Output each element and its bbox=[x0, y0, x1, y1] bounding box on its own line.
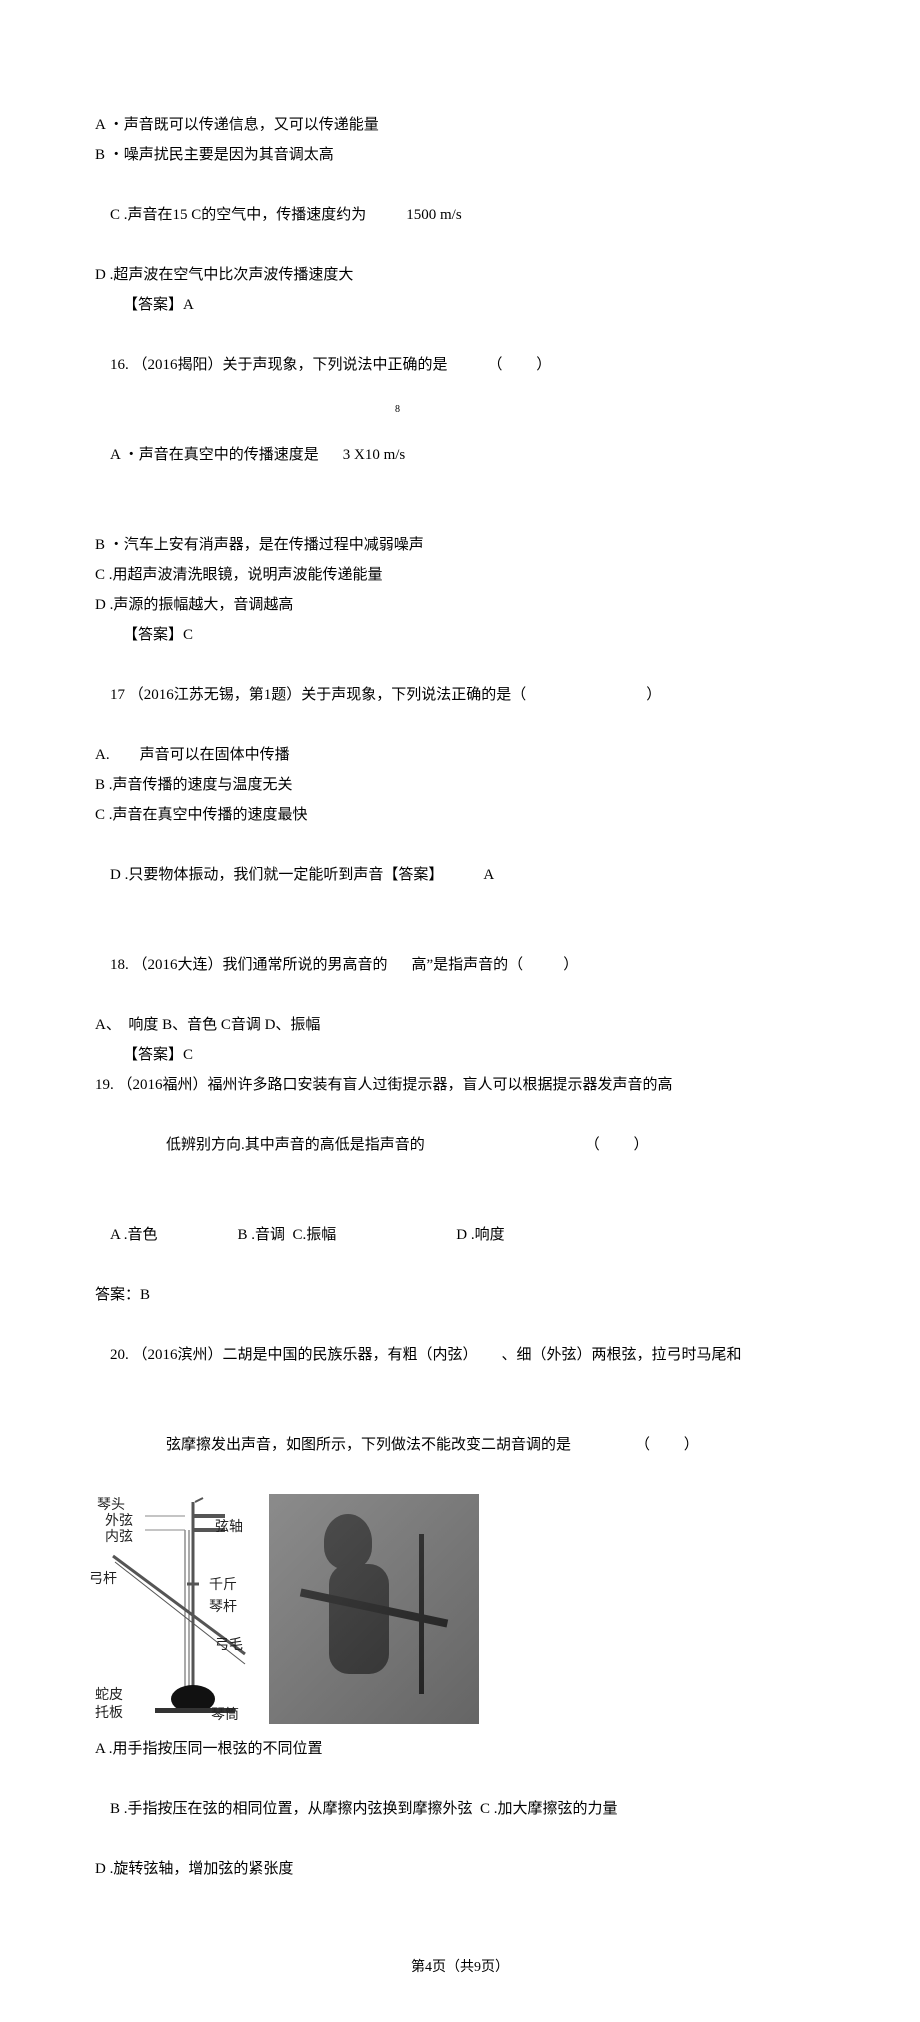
q20-stem-mid: 、细（外弦）两根弦，拉弓时马尾和 bbox=[502, 1347, 742, 1363]
q19-options: A .音色 B .音调 C.振幅 D .响度 bbox=[95, 1190, 825, 1280]
q19-stem-line2: 低辨别方向.其中声音的高低是指声音的 （ ） bbox=[95, 1100, 825, 1190]
q15-option-b: B ・噪声扰民主要是因为其音调太高 bbox=[95, 140, 825, 170]
q19-stem-line1: 19. （2016福州）福州许多路口安装有盲人过街提示器，盲人可以根据提示器发声… bbox=[95, 1070, 825, 1100]
q18-stem-mid: 高”是指声音的（ bbox=[412, 957, 524, 973]
q16-opta-sup: 8 bbox=[395, 400, 400, 420]
q16-opta-text: A ・声音在真空中的传播速度是 bbox=[110, 447, 319, 463]
q20-stem-line2: 弦摩擦发出声音，如图所示，下列做法不能改变二胡音调的是 （ ） bbox=[95, 1400, 825, 1490]
lbl-xianzhou: 弦轴 bbox=[215, 1514, 243, 1542]
lbl-tuoban: 托板 bbox=[95, 1700, 123, 1728]
q16-option-d: D .声源的振幅越大，音调越高 bbox=[95, 590, 825, 620]
q20-option-c: C .加大摩擦弦的力量 bbox=[480, 1801, 618, 1817]
q15-option-c: C .声音在15 C的空气中，传播速度约为 1500 m/s bbox=[95, 170, 825, 260]
q18-answer: 【答案】C bbox=[95, 1040, 825, 1070]
q20-option-b: B .手指按压在弦的相同位置，从摩擦内弦换到摩擦外弦 bbox=[110, 1801, 473, 1817]
q17-stem: 17 （2016江苏无锡，第1题）关于声现象，下列说法正确的是（ ） bbox=[95, 650, 825, 740]
footer-pre: 第 bbox=[411, 1960, 425, 1975]
lbl-qingan: 琴杆 bbox=[209, 1594, 237, 1622]
q18-stem: 18. （2016大连）我们通常所说的男高音的 高”是指声音的（ ） bbox=[95, 920, 825, 1010]
q19-answer: 答案：B bbox=[95, 1280, 825, 1310]
lbl-neixian: 内弦 bbox=[105, 1524, 133, 1552]
q17-option-b: B .声音传播的速度与温度无关 bbox=[95, 770, 825, 800]
q19-stem2-text: 低辨别方向.其中声音的高低是指声音的 bbox=[166, 1137, 425, 1153]
q17-optd-ans: A bbox=[483, 867, 494, 883]
lbl-qintong: 琴筒 bbox=[211, 1702, 239, 1730]
q17-optd-text: D .只要物体振动，我们就一定能听到声音【答案】 bbox=[110, 867, 443, 883]
q16-option-b: B ・汽车上安有消声器，是在传播过程中减弱噪声 bbox=[95, 530, 825, 560]
q19-stem2-paren: （ ） bbox=[585, 1137, 649, 1153]
lbl-gonggan: 弓杆 bbox=[89, 1566, 117, 1594]
q19-option-d: D .响度 bbox=[456, 1227, 504, 1243]
q15-optc-text: C .声音在15 C的空气中，传播速度约为 bbox=[110, 207, 366, 223]
footer-current: 4 bbox=[425, 1960, 432, 1975]
q15-optc-value: 1500 m/s bbox=[406, 207, 461, 223]
footer-mid: 页（共 bbox=[432, 1960, 474, 1975]
q17-option-a: A. 声音可以在固体中传播 bbox=[95, 740, 825, 770]
q18-stem-pre: 18. （2016大连）我们通常所说的男高音的 bbox=[110, 957, 388, 973]
erhu-diagram: 琴头 外弦 内弦 弦轴 弓杆 千斤 琴杆 弓毛 蛇皮 托板 琴筒 bbox=[95, 1494, 265, 1728]
q20-option-d: D .旋转弦轴，增加弦的紧张度 bbox=[95, 1854, 825, 1884]
q20-stem2-text: 弦摩擦发出声音，如图所示，下列做法不能改变二胡音调的是 bbox=[166, 1437, 571, 1453]
q17-option-d: D .只要物体振动，我们就一定能听到声音【答案】 A bbox=[95, 830, 825, 920]
erhu-photo bbox=[269, 1494, 479, 1724]
q16-option-c: C .用超声波清洗眼镜，说明声波能传递能量 bbox=[95, 560, 825, 590]
q20-option-bc: B .手指按压在弦的相同位置，从摩擦内弦换到摩擦外弦 C .加大摩擦弦的力量 bbox=[95, 1764, 825, 1854]
q19-option-b: B .音调 bbox=[238, 1227, 286, 1243]
q15-option-d: D .超声波在空气中比次声波传播速度大 bbox=[95, 260, 825, 290]
q16-opta-value: 3 X10 m/s bbox=[343, 447, 406, 463]
q20-stem2-paren: （ ） bbox=[635, 1437, 699, 1453]
q16-option-a: A ・声音在真空中的传播速度是3 X10 m/s 8 bbox=[95, 410, 825, 530]
q19-option-c: C.振幅 bbox=[293, 1227, 337, 1243]
lbl-gongmao: 弓毛 bbox=[215, 1632, 243, 1660]
footer-suf: 页） bbox=[481, 1960, 509, 1975]
q17-stem-text: 17 （2016江苏无锡，第1题）关于声现象，下列说法正确的是（ bbox=[110, 687, 526, 703]
q16-stem: 16. （2016揭阳）关于声现象，下列说法中正确的是 （ ） bbox=[95, 320, 825, 410]
q18-stem-close: ） bbox=[563, 957, 578, 973]
q16-stem-text: 16. （2016揭阳）关于声现象，下列说法中正确的是 bbox=[110, 357, 448, 373]
page-footer: 第4页（共9页） bbox=[95, 1954, 825, 1982]
q16-stem-paren: （ ） bbox=[488, 357, 552, 373]
q20-stem-line1: 20. （2016滨州）二胡是中国的民族乐器，有粗（内弦） 、细（外弦）两根弦，拉… bbox=[95, 1310, 825, 1400]
document-page: A ・声音既可以传递信息，又可以传递能量 B ・噪声扰民主要是因为其音调太高 C… bbox=[0, 0, 920, 2022]
footer-total: 9 bbox=[474, 1960, 481, 1975]
q15-option-a: A ・声音既可以传递信息，又可以传递能量 bbox=[95, 110, 825, 140]
q17-stem-close: ） bbox=[646, 687, 661, 703]
q15-answer: 【答案】A bbox=[95, 290, 825, 320]
q20-option-a: A .用手指按压同一根弦的不同位置 bbox=[95, 1734, 825, 1764]
q20-stem-pre: 20. （2016滨州）二胡是中国的民族乐器，有粗（内弦） bbox=[110, 1347, 478, 1363]
q17-option-c: C .声音在真空中传播的速度最快 bbox=[95, 800, 825, 830]
q18-options: A、 响度 B、音色 C音调 D、振幅 bbox=[95, 1010, 825, 1040]
q16-answer: 【答案】C bbox=[95, 620, 825, 650]
q20-figure: 琴头 外弦 内弦 弦轴 弓杆 千斤 琴杆 弓毛 蛇皮 托板 琴筒 bbox=[95, 1494, 825, 1728]
q19-option-a: A .音色 bbox=[110, 1227, 158, 1243]
